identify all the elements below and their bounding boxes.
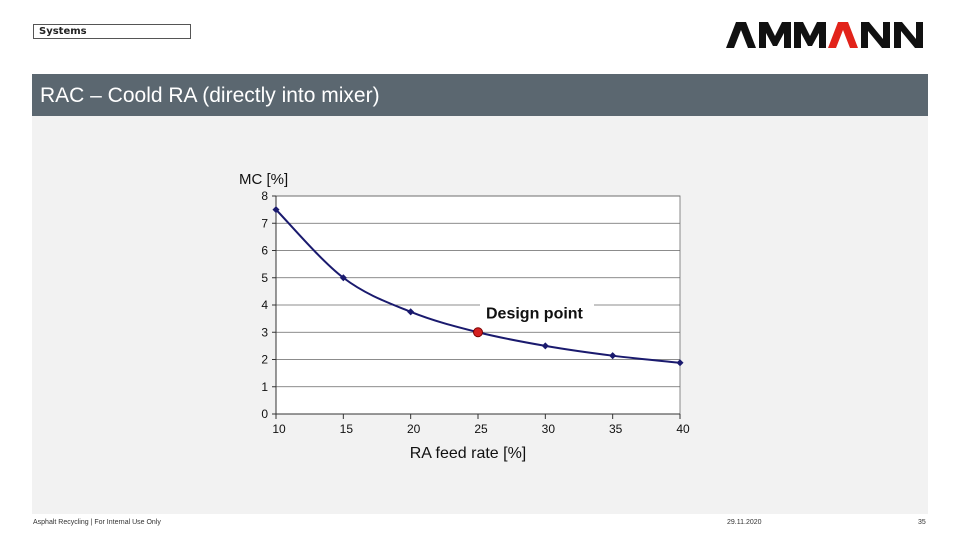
data-point [339, 274, 347, 282]
x-tick-label: 30 [542, 422, 556, 436]
y-tick-label: 5 [261, 271, 268, 285]
x-axis-label: RA feed rate [%] [410, 445, 527, 462]
y-tick-label: 6 [261, 244, 268, 258]
slide-title: RAC – Coold RA (directly into mixer) [40, 84, 380, 107]
design-point-label: Design point [486, 305, 584, 322]
x-tick-label: 15 [340, 422, 354, 436]
annotation-background [480, 303, 594, 326]
y-tick-label: 0 [261, 407, 268, 421]
data-point [676, 359, 684, 367]
footer-note: Asphalt Recycling | For Internal Use Onl… [33, 519, 161, 526]
x-tick-label: 10 [272, 422, 286, 436]
design-point-marker [473, 327, 483, 338]
ammann-logo [726, 22, 923, 48]
y-tick-label: 1 [261, 380, 268, 394]
y-tick-label: 4 [261, 298, 268, 312]
x-tick-label: 35 [609, 422, 623, 436]
y-tick-label: 7 [261, 216, 268, 230]
data-point [407, 308, 415, 316]
footer-date: 29.11.2020 [727, 519, 762, 526]
title-bar: RAC – Coold RA (directly into mixer) [32, 74, 928, 116]
y-tick-label: 8 [261, 189, 268, 203]
y-axis-label: MC [%] [239, 171, 288, 188]
section-tag: Systems [33, 24, 191, 39]
data-point [272, 206, 280, 214]
y-tick-label: 3 [261, 325, 268, 339]
y-tick-label: 2 [261, 353, 268, 367]
data-point [609, 352, 617, 360]
x-tick-label: 40 [676, 422, 690, 436]
data-point [541, 342, 549, 350]
page-number: 35 [918, 519, 926, 526]
x-tick-label: 25 [474, 422, 488, 436]
x-tick-label: 20 [407, 422, 421, 436]
